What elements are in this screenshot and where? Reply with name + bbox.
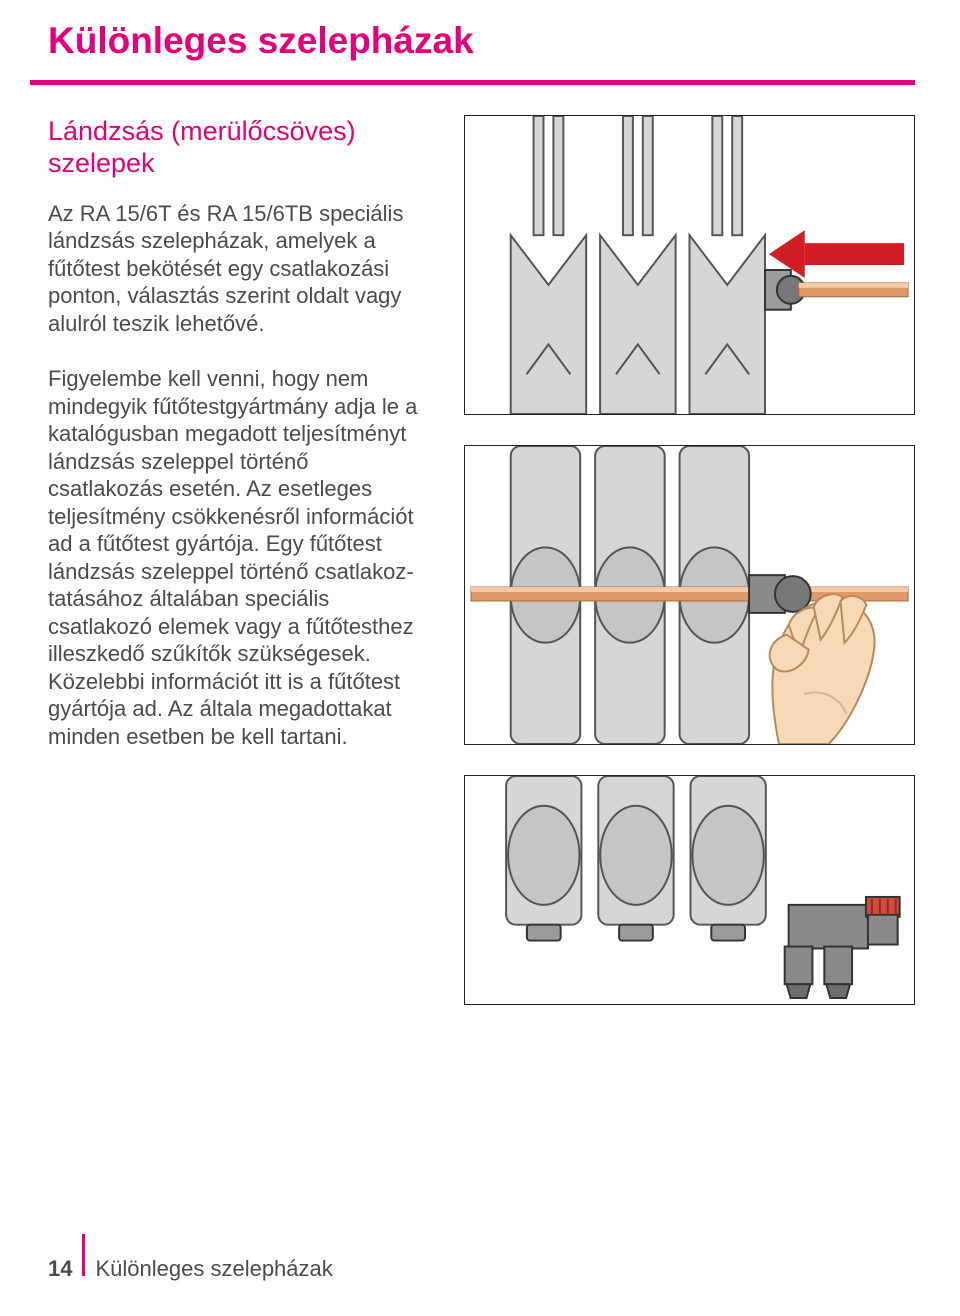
body-paragraph: Az RA 15/6T és RA 15/6TB speciális lándz…: [48, 200, 428, 338]
right-column: [464, 115, 915, 1005]
page-title: Különleges szelepházak: [48, 20, 915, 62]
body-paragraph: Figyelembe kell venni, hogy nem mindegyi…: [48, 365, 428, 668]
title-rule: [30, 80, 915, 85]
body-paragraph: Közelebbi információt itt is a fűtőtest …: [48, 668, 428, 751]
footer-label: Különleges szelepházak: [95, 1256, 332, 1282]
illustration-radiator-side-insert: [464, 115, 915, 415]
footer-divider: [82, 1234, 85, 1276]
left-column: Lándzsás (merülőcsöves) szelepek Az RA 1…: [48, 115, 428, 1005]
section-subtitle: Lándzsás (merülőcsöves) szelepek: [48, 115, 428, 180]
illustration-bottom-valve: [464, 775, 915, 1005]
illustration-hand-assembly: [464, 445, 915, 745]
page-number: 14: [48, 1256, 82, 1282]
page-footer: 14 Különleges szelepházak: [48, 1234, 333, 1282]
content-columns: Lándzsás (merülőcsöves) szelepek Az RA 1…: [30, 115, 915, 1005]
